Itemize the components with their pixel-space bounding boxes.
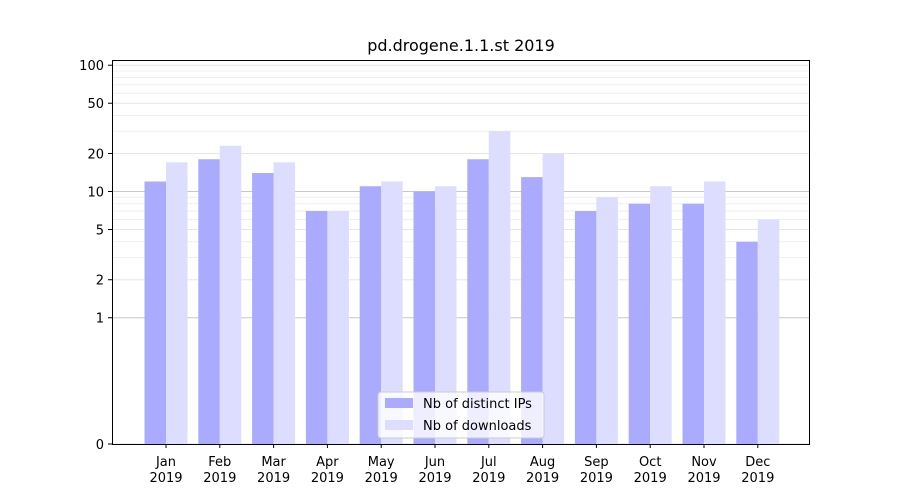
bar-distinct-ips <box>252 173 274 444</box>
y-tick-label: 20 <box>87 147 104 162</box>
y-tick-label: 2 <box>96 274 104 289</box>
bar-downloads <box>273 162 296 444</box>
x-tick-label-month: Jan <box>155 455 176 470</box>
bar-distinct-ips <box>467 159 489 445</box>
x-tick-label-month: Dec <box>745 455 770 470</box>
bar-distinct-ips <box>198 159 220 445</box>
bar-downloads <box>219 145 242 444</box>
y-tick-label: 10 <box>87 185 104 200</box>
bar-downloads <box>596 197 618 444</box>
x-tick-label-year: 2019 <box>526 471 559 486</box>
x-tick-label-year: 2019 <box>149 471 182 486</box>
legend-label-ips: Nb of distinct IPs <box>423 397 532 412</box>
legend-label-downloads: Nb of downloads <box>423 419 532 434</box>
x-tick-label-month: Jul <box>480 455 497 470</box>
bar-downloads <box>381 181 403 444</box>
x-tick-label-year: 2019 <box>580 471 613 486</box>
x-tick-label-month: May <box>368 455 395 470</box>
x-tick-label-year: 2019 <box>634 471 667 486</box>
legend-swatch-ips <box>385 398 413 408</box>
x-tick-label-year: 2019 <box>365 471 398 486</box>
bar-downloads <box>488 131 511 444</box>
x-tick-label-year: 2019 <box>311 471 344 486</box>
bar-distinct-ips <box>736 241 758 444</box>
x-axis: Jan2019Feb2019Mar2019Apr2019May2019Jun20… <box>149 444 774 486</box>
x-tick-label-year: 2019 <box>741 471 774 486</box>
x-tick-label-month: Aug <box>530 455 555 470</box>
legend: Nb of distinct IPs Nb of downloads <box>377 391 545 439</box>
bar-downloads <box>327 211 349 444</box>
y-tick-label: 1 <box>96 312 104 327</box>
legend-swatch-downloads <box>385 420 413 430</box>
bar-distinct-ips <box>413 191 435 444</box>
bar-distinct-ips <box>521 177 543 445</box>
bar-downloads <box>757 219 780 444</box>
x-tick-label-month: Nov <box>691 455 717 470</box>
legend-box <box>377 391 545 439</box>
y-axis: 0 1 2 5 10 20 50 100 <box>79 59 112 453</box>
x-tick-label-year: 2019 <box>418 471 451 486</box>
x-tick-label-month: Feb <box>208 455 231 470</box>
bar-downloads <box>435 186 457 445</box>
x-tick-label-month: Oct <box>639 455 661 470</box>
x-tick-label-month: Apr <box>316 455 339 470</box>
y-tick-label: 0 <box>96 438 104 453</box>
y-tick-label: 5 <box>96 223 104 238</box>
x-tick-label-month: Sep <box>584 455 609 470</box>
x-tick-label-year: 2019 <box>687 471 720 486</box>
plot-frame <box>112 60 810 445</box>
x-tick-label-month: Jun <box>424 455 445 470</box>
x-tick-label-year: 2019 <box>472 471 505 486</box>
bar-downloads <box>650 186 672 445</box>
bar-distinct-ips <box>305 211 328 444</box>
y-tick-label: 100 <box>79 59 104 74</box>
bars <box>144 131 780 445</box>
x-tick-label-year: 2019 <box>257 471 290 486</box>
bar-distinct-ips <box>628 203 651 444</box>
bar-downloads <box>166 162 188 444</box>
x-tick-label-year: 2019 <box>203 471 236 486</box>
chart-title: pd.drogene.1.1.st 2019 <box>367 36 555 55</box>
bar-distinct-ips <box>359 186 382 445</box>
bar-downloads <box>704 181 726 444</box>
bar-distinct-ips <box>574 211 597 444</box>
x-tick-label-month: Mar <box>261 455 286 470</box>
bar-distinct-ips <box>144 181 166 444</box>
y-tick-label: 50 <box>87 97 104 112</box>
bar-distinct-ips <box>682 203 704 444</box>
bar-downloads <box>542 153 565 444</box>
